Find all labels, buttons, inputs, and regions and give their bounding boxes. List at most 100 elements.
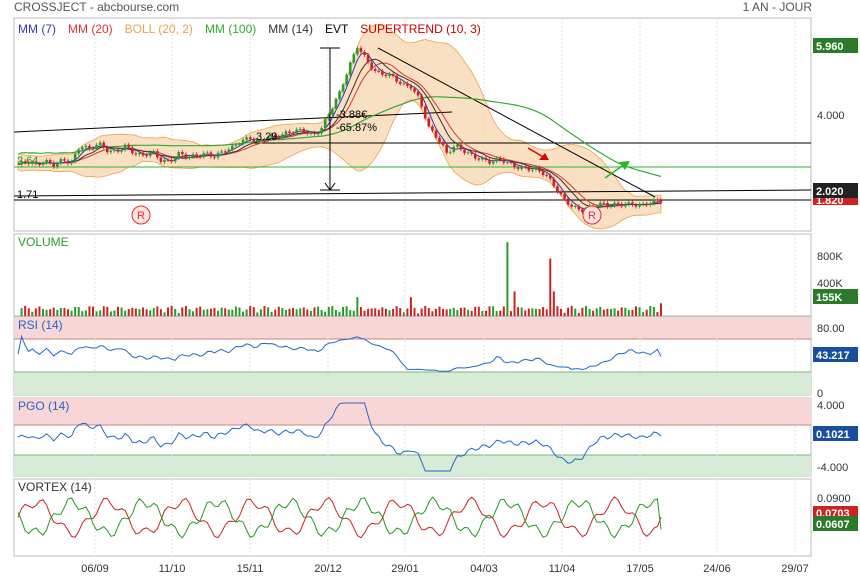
candle-body: [156, 151, 159, 158]
volume-bar: [284, 309, 287, 316]
reversal-marker[interactable]: R: [131, 205, 151, 225]
reversal-marker-label: R: [137, 210, 145, 222]
volume-bar: [427, 308, 430, 316]
volume-bar: [227, 309, 230, 316]
candle-body: [620, 203, 624, 207]
x-axis-label: 29/01: [391, 563, 419, 575]
candle-body: [323, 119, 327, 129]
volume-panel-title: VOLUME: [18, 235, 69, 249]
volume-bar: [638, 307, 641, 316]
volume-bar: [381, 307, 384, 316]
volume-bar: [520, 307, 523, 316]
candle-body: [598, 202, 602, 207]
candle-body: [313, 132, 316, 134]
chart-title: CROSSJECT - abcbourse.com: [14, 0, 180, 14]
volume-bar: [438, 306, 441, 316]
legend-item[interactable]: MM (7): [18, 22, 56, 36]
level-label-264: 2.64: [17, 155, 38, 167]
pgo-last-badge: 0.1021: [813, 426, 858, 441]
candle-body: [173, 158, 177, 162]
period-label[interactable]: 1 AN - JOUR: [742, 0, 812, 14]
candle-body: [223, 151, 227, 153]
volume-bar: [613, 308, 616, 316]
candle-body: [198, 156, 202, 158]
candle-body: [638, 204, 641, 207]
rsi-panel-title: RSI (14): [18, 318, 63, 332]
rsi-last-value: 43.217: [816, 350, 850, 362]
volume-bar: [374, 308, 377, 316]
volume-bar: [502, 306, 505, 316]
volume-bar: [463, 307, 466, 316]
legend-item[interactable]: SUPERTREND (10, 3): [360, 22, 480, 36]
candle-body: [63, 159, 66, 161]
candle-body: [220, 151, 223, 153]
volume-bar: [299, 308, 302, 316]
rsi-axis-tick: 80.00: [817, 323, 845, 335]
volume-bar: [56, 309, 59, 316]
candle-body: [45, 159, 48, 163]
volume-bar: [231, 309, 234, 316]
volume-bar: [417, 313, 420, 316]
volume-bar: [42, 308, 45, 316]
volume-bar: [327, 306, 330, 316]
volume-bar: [367, 308, 370, 316]
candle-body: [627, 202, 631, 205]
current-price-value: 2.020: [816, 186, 844, 198]
volume-bar: [509, 311, 512, 316]
candle-body: [55, 163, 59, 167]
volume-bar: [159, 309, 162, 316]
volume-bar: [170, 305, 173, 316]
candle-body: [656, 199, 659, 201]
volume-bar: [131, 307, 134, 316]
volume-bar: [74, 306, 77, 316]
volume-bar: [38, 306, 41, 316]
candle-body: [95, 144, 98, 149]
candle-body: [38, 163, 41, 165]
candle-body: [30, 162, 34, 164]
rsi-panel: [13, 316, 812, 396]
volume-bar: [156, 306, 159, 316]
candle-body: [384, 74, 388, 77]
volume-bar: [567, 307, 570, 316]
x-axis-label: 24/06: [703, 563, 731, 575]
volume-bar: [552, 291, 555, 316]
volume-bar: [317, 306, 320, 316]
legend-item[interactable]: MM (14): [268, 22, 313, 36]
candle-body: [581, 209, 584, 212]
volume-bar: [142, 307, 145, 316]
candle-body: [338, 91, 341, 99]
rsi-axis-tick: 0: [817, 388, 823, 400]
volume-bar: [34, 308, 37, 316]
candle-body: [473, 153, 477, 159]
volume-bar: [524, 310, 527, 316]
volume-last-value: 155K: [816, 292, 842, 304]
volume-bar: [481, 311, 484, 316]
candle-body: [477, 158, 481, 160]
trendline-upper: [13, 111, 453, 133]
legend-item[interactable]: MM (100): [205, 22, 256, 36]
legend-item[interactable]: EVT: [325, 22, 349, 36]
candle-body: [81, 147, 84, 150]
volume-bar: [517, 307, 520, 316]
legend-item[interactable]: MM (20): [68, 22, 113, 36]
pgo-panel-title: PGO (14): [18, 399, 69, 413]
volume-bar: [652, 306, 655, 316]
volume-bar: [363, 310, 366, 316]
volume-bar: [627, 310, 630, 316]
legend-item[interactable]: BOLL (20, 2): [125, 22, 193, 36]
reversal-marker[interactable]: R: [582, 205, 602, 225]
candle-body: [209, 152, 213, 157]
volume-bar: [138, 309, 141, 316]
volume-bar: [384, 308, 387, 316]
vortex-panel: [13, 478, 812, 557]
volume-bar: [406, 308, 409, 316]
candle-body: [452, 146, 456, 152]
candle-body: [463, 149, 466, 153]
candle-body: [388, 74, 391, 77]
candle-body: [427, 118, 431, 127]
indicator-legend[interactable]: MM (7) MM (20) BOLL (20, 2) MM (100) MM (14)…: [18, 22, 481, 36]
candle-body: [20, 161, 23, 165]
x-axis-label: 17/05: [626, 563, 654, 575]
candle-body: [123, 144, 127, 151]
